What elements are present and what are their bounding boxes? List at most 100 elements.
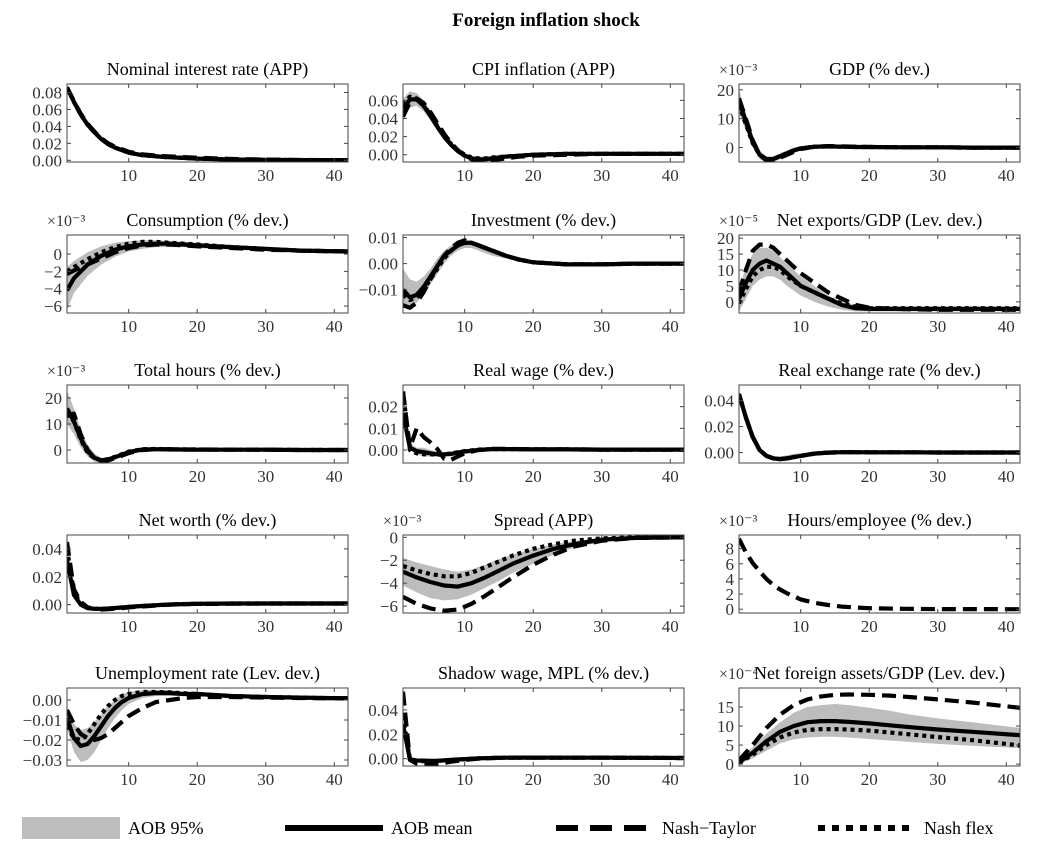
panel-2: CPI inflation (APP) 10 20 30 40 0.000.020.040… (368, 59, 685, 185)
series-line-dotted (403, 715, 684, 764)
x-tick-label: 30 (929, 166, 946, 185)
legend-item-2: AOB mean (285, 818, 472, 838)
x-tick-label: 20 (189, 617, 206, 636)
x-tick-label: 40 (662, 770, 679, 789)
y-tick-label: 6 (726, 555, 735, 574)
series-line-dashed (403, 691, 684, 766)
x-tick-label: 30 (257, 467, 274, 486)
plot-area (67, 541, 348, 612)
panel-11: Spread (APP) ×10⁻³ 10 20 30 40 −6 −4 −2 0 (380, 510, 685, 636)
x-tick-label: 40 (662, 166, 679, 185)
panel-8: Real wage (% dev.) 10 20 30 40 0.00 0.01 0.02 (368, 360, 685, 486)
y-tick-label: 0.00 (368, 441, 398, 460)
axis-exponent-label: ×10⁻³ (719, 62, 757, 79)
x-tick-label: 30 (593, 770, 610, 789)
x-tick-label: 20 (189, 770, 206, 789)
x-tick-label: 10 (792, 617, 809, 636)
y-tick-label: 0 (726, 293, 735, 312)
y-tick-label: 0.00 (704, 444, 734, 463)
x-tick-label: 20 (525, 467, 542, 486)
panel-title: Real wage (% dev.) (473, 360, 614, 381)
x-tick-label: 20 (525, 617, 542, 636)
panels-grid: Nominal interest rate (APP)10 20 30 400.000… (23, 59, 1021, 789)
y-tick-label: 0.02 (32, 568, 62, 587)
series-line-solid (739, 258, 1020, 311)
panel-title: CPI inflation (APP) (472, 59, 615, 80)
y-tick-label: 0.02 (32, 134, 62, 153)
legend-label: AOB 95% (128, 818, 204, 838)
confidence-band (739, 89, 1020, 162)
panel-title: Shadow wage, MPL (% dev.) (438, 663, 649, 684)
axis-exponent-label: ×10⁻³ (47, 213, 85, 230)
plot-area (403, 535, 684, 613)
axes-frame (738, 384, 1021, 464)
confidence-band (403, 240, 684, 308)
legend: AOB 95% AOB mean Nash−Taylor Nash flex (22, 817, 993, 839)
panel-14: Shadow wage, MPL (% dev.) 10 20 30 40 0.00 0.0… (368, 663, 685, 789)
y-tick-label: 0.04 (32, 117, 62, 136)
x-tick-label: 20 (189, 317, 206, 336)
plot-area (739, 390, 1020, 462)
axes-frame (66, 83, 349, 163)
x-tick-label: 30 (593, 317, 610, 336)
y-tick-label: 0.00 (368, 255, 398, 274)
series-line-solid (739, 100, 1020, 162)
y-tick-label: −6 (44, 297, 62, 316)
y-tick-label: 10 (717, 110, 734, 129)
y-tick-label: 20 (717, 229, 734, 248)
y-tick-label: −0.02 (23, 731, 62, 750)
axes-frame (402, 234, 685, 314)
y-tick-label: 2 (726, 585, 735, 604)
plot-area (67, 239, 348, 311)
axes-frame (66, 234, 349, 314)
plot-area (739, 692, 1020, 765)
y-tick-label: 0 (726, 600, 735, 619)
y-tick-label: −2 (44, 262, 62, 281)
y-tick-label: −4 (380, 574, 399, 593)
panel-title: Total hours (% dev.) (134, 360, 281, 381)
x-tick-label: 30 (593, 467, 610, 486)
y-tick-label: 0.04 (704, 392, 734, 411)
x-tick-label: 40 (662, 617, 679, 636)
x-tick-label: 10 (456, 166, 473, 185)
y-tick-label: 0.04 (32, 540, 62, 559)
confidence-band (67, 86, 348, 161)
x-tick-label: 10 (120, 467, 137, 486)
x-tick-label: 10 (120, 166, 137, 185)
y-tick-label: −0.01 (359, 281, 398, 300)
panel-3: GDP (% dev.) ×10⁻³ 10 20 30 40 0 10 20 (717, 59, 1021, 185)
x-tick-label: 40 (326, 166, 343, 185)
plot-area (403, 238, 684, 310)
series-line-dotted (739, 264, 1020, 311)
x-tick-label: 30 (593, 166, 610, 185)
y-tick-label: 0.00 (32, 151, 62, 170)
plot-area (67, 689, 348, 762)
series-line-dashed (739, 393, 1020, 462)
panel-title: Net foreign assets/GDP (Lev. dev.) (754, 663, 1005, 684)
plot-area (739, 537, 1020, 612)
y-tick-label: 4 (726, 570, 735, 589)
x-tick-label: 10 (120, 617, 137, 636)
x-tick-label: 30 (929, 317, 946, 336)
panel-title: Hours/employee (% dev.) (787, 510, 971, 531)
series-line-dashed (739, 97, 1020, 162)
panel-12: Hours/employee (% dev.) ×10⁻³ 10 20 30 40 0246… (719, 510, 1021, 636)
y-tick-label: 0.06 (368, 91, 398, 110)
series-line-dotted (739, 393, 1020, 462)
y-tick-label: 10 (717, 717, 734, 736)
x-tick-label: 40 (326, 317, 343, 336)
axes-frame (738, 83, 1021, 163)
x-tick-label: 20 (189, 467, 206, 486)
plot-area (403, 391, 684, 462)
axes-frame (66, 534, 349, 614)
y-tick-label: 0.02 (368, 725, 398, 744)
x-tick-label: 30 (929, 770, 946, 789)
y-tick-label: 0 (54, 441, 63, 460)
axes-frame (402, 83, 685, 163)
x-tick-label: 30 (257, 166, 274, 185)
x-tick-label: 10 (792, 166, 809, 185)
series-line-dotted (67, 239, 348, 274)
y-tick-label: −0.01 (23, 711, 62, 730)
y-tick-label: 0 (726, 755, 735, 774)
x-tick-label: 40 (326, 467, 343, 486)
